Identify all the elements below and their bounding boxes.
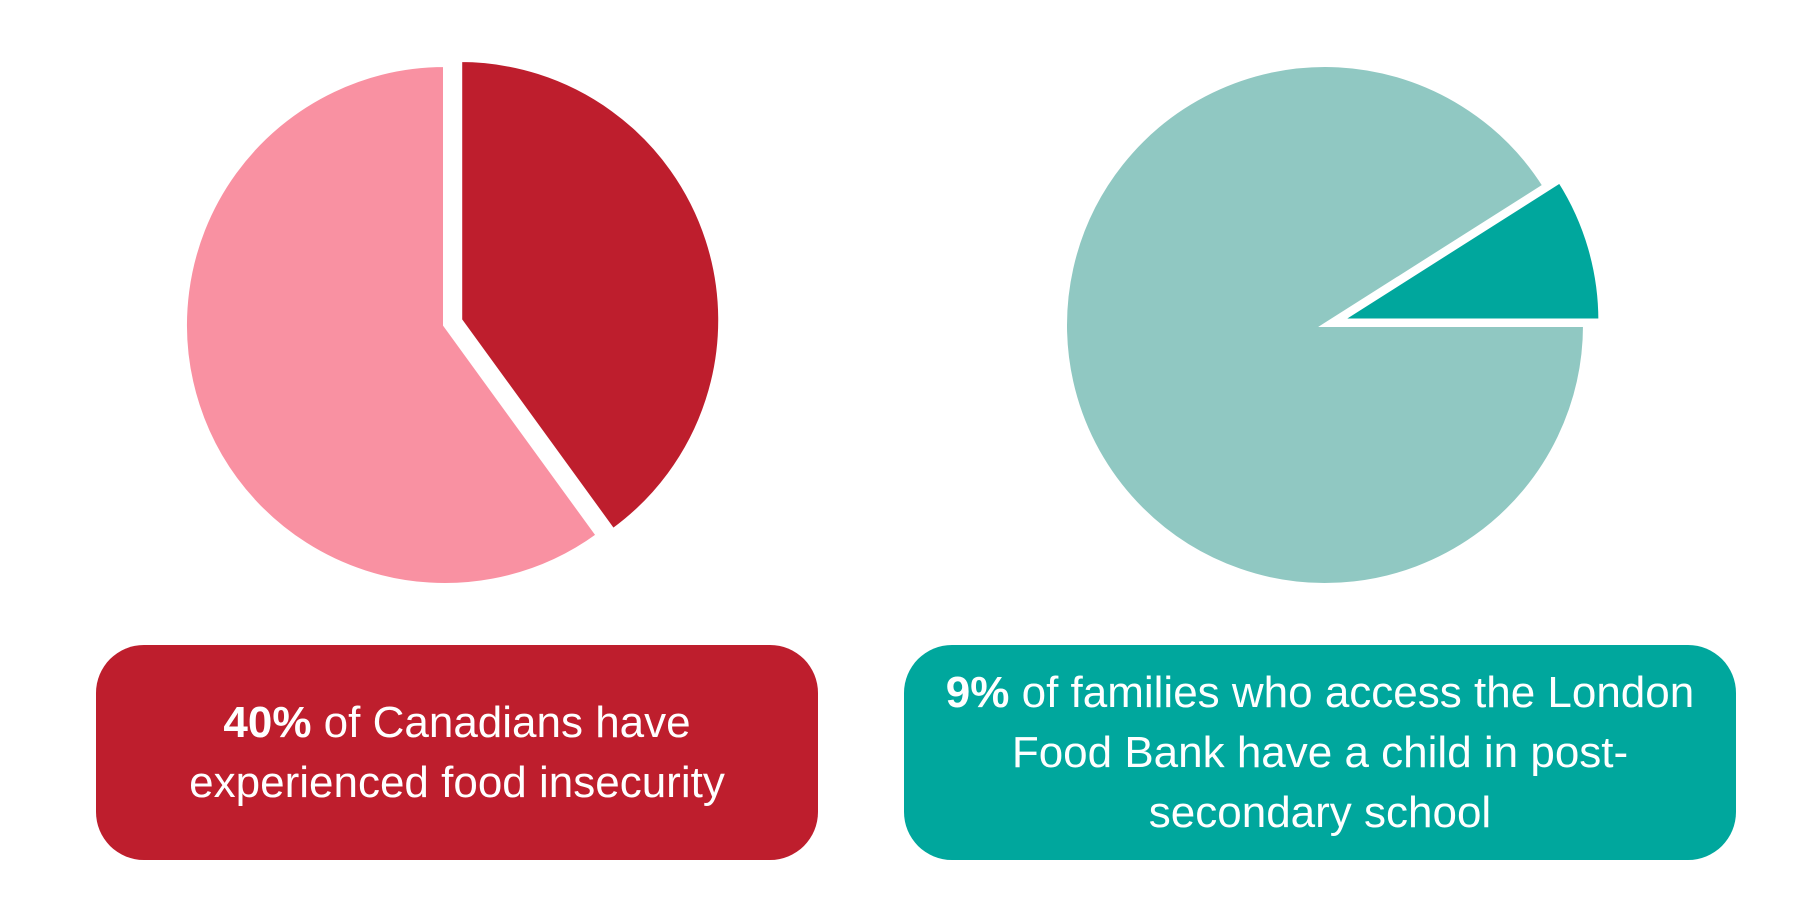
caption-text: 40% of Canadians have experienced food i…: [120, 693, 794, 813]
caption-body: of families who access the London Food B…: [1009, 667, 1695, 837]
pie-chart-post-secondary: [1063, 63, 1603, 587]
caption-food-insecurity: 40% of Canadians have experienced food i…: [96, 645, 818, 860]
pie-slice-highlight: [1333, 178, 1603, 323]
pie-slice-remainder: [183, 62, 601, 587]
pie-slice-highlight: [458, 58, 723, 534]
caption-post-secondary: 9% of families who access the London Foo…: [904, 645, 1736, 860]
pie-slice-remainder: [1063, 63, 1588, 587]
caption-percent: 9%: [945, 667, 1010, 717]
caption-body: of Canadians have experienced food insec…: [189, 697, 725, 807]
caption-percent: 40%: [223, 697, 312, 747]
caption-text: 9% of families who access the London Foo…: [928, 663, 1712, 843]
pie-chart-food-insecurity: [183, 58, 723, 587]
